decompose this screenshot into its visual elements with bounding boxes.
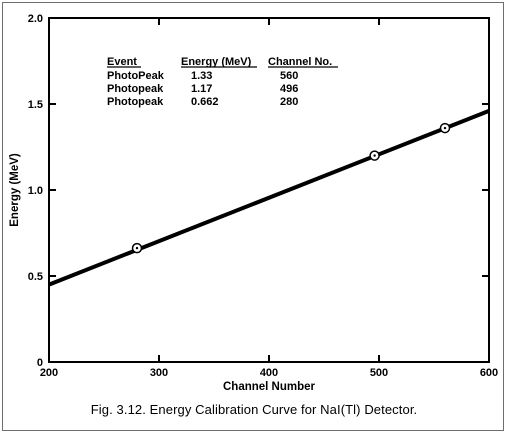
table-cell: PhotoPeak (107, 70, 165, 82)
table-cell: 1.17 (191, 83, 212, 95)
x-tick-label: 600 (480, 367, 498, 379)
x-tick-label: 400 (260, 367, 278, 379)
table-cell: 1.33 (191, 70, 212, 82)
figure-caption: Fig. 3.12. Energy Calibration Curve for … (90, 402, 418, 417)
y-tick-label: 2.0 (28, 13, 43, 25)
y-axis-title: Energy (MeV) (9, 153, 21, 227)
calibration-line (48, 109, 490, 287)
table-cell: 496 (280, 83, 298, 95)
table-header: Energy (MeV) (181, 56, 252, 68)
x-tick-label: 500 (370, 367, 388, 379)
table-cell: 280 (280, 96, 298, 108)
table-cell: Photopeak (107, 83, 164, 95)
table-cell: 0.662 (191, 96, 219, 108)
figure-frame (2, 2, 504, 431)
x-axis-title: Channel Number (223, 381, 316, 393)
data-point-center (135, 246, 139, 250)
plot-area: 200 300 400 500 600 0 0.5 1.0 1.5 2.0 Channel Numb… (9, 13, 498, 393)
y-tick-label: 0 (37, 357, 43, 369)
y-tick-label: 1.5 (28, 99, 43, 111)
table-header: Channel No. (268, 56, 332, 68)
table-cell: 560 (280, 70, 298, 82)
data-point-center (373, 154, 376, 157)
x-tick-label: 300 (150, 367, 168, 379)
y-tick-label: 1.0 (28, 185, 43, 197)
table-header: Event (107, 56, 137, 68)
x-tick-label: 200 (40, 367, 58, 379)
y-tick-label: 0.5 (28, 271, 43, 283)
data-point-center (443, 126, 447, 130)
table-cell: Photopeak (107, 96, 164, 108)
